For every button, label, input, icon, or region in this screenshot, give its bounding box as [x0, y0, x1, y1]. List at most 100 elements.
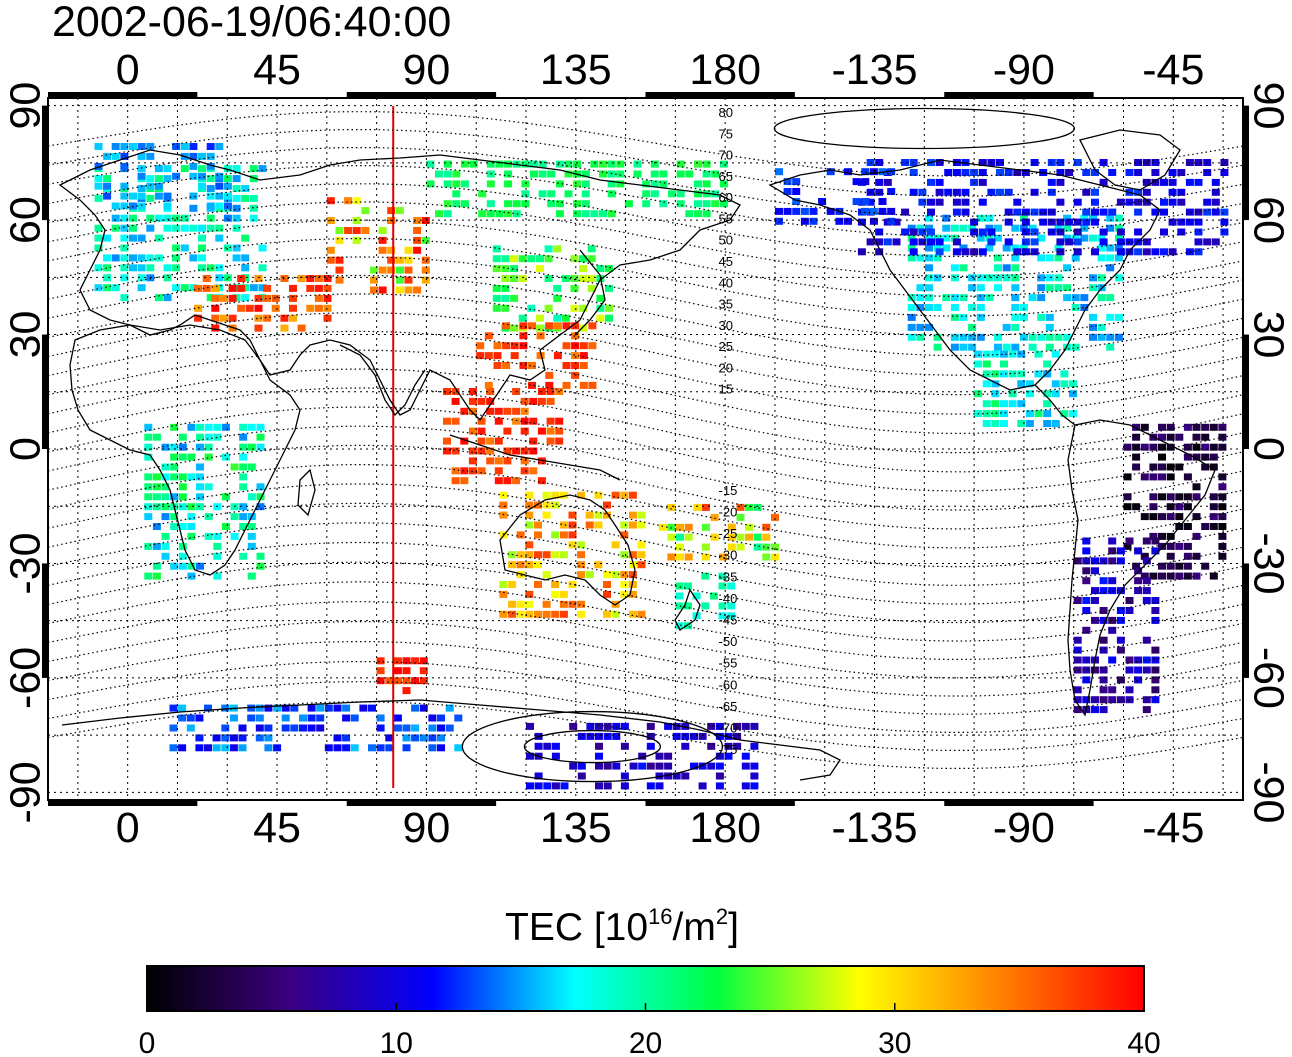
tec-pixel: [187, 513, 196, 521]
tec-pixel: [907, 333, 916, 341]
tec-pixel: [909, 228, 918, 236]
tec-pixel: [1073, 228, 1082, 236]
tec-pixel: [559, 590, 568, 598]
tec-pixel: [323, 284, 332, 292]
tec-pixel: [204, 433, 213, 441]
tec-pixel: [281, 724, 290, 732]
tec-pixel: [206, 143, 215, 150]
tec-pixel: [655, 782, 664, 790]
tec-pixel: [428, 744, 437, 752]
tec-pixel: [178, 744, 187, 752]
tec-pixel: [672, 732, 681, 740]
tec-pixel: [280, 324, 289, 332]
tec-pixel: [961, 169, 970, 176]
tec-pixel: [186, 724, 195, 732]
tec-pixel: [1166, 562, 1175, 570]
tec-pixel: [562, 381, 571, 389]
mag-lat-contour: [47, 641, 1244, 715]
mag-lat-contour: [47, 406, 1244, 492]
tec-pixel: [1082, 547, 1091, 555]
frame-bar: [42, 105, 48, 221]
tec-pixel: [952, 238, 961, 246]
tec-pixel: [169, 724, 178, 732]
mag-lat-contour: [47, 502, 1244, 586]
tec-pixel: [961, 188, 970, 196]
tec-pixel: [212, 744, 221, 752]
frame-bar: [48, 92, 198, 98]
tec-pixel: [952, 198, 961, 206]
tec-pixel: [1069, 410, 1078, 418]
tec-pixel: [925, 294, 933, 302]
tec-pixel: [324, 704, 333, 712]
tec-pixel: [263, 314, 272, 322]
tec-pixel: [163, 294, 172, 302]
tec-pixel: [460, 437, 469, 445]
tec-pixel: [195, 744, 204, 752]
tec-pixel: [927, 198, 935, 206]
tec-pixel: [664, 722, 673, 730]
lat-tick-label-left: -60: [1, 647, 49, 709]
tec-pixel: [215, 172, 224, 180]
tec-pixel: [542, 491, 551, 499]
tec-pixel: [426, 160, 435, 168]
tec-pixel: [681, 772, 690, 780]
tec-pixel: [709, 592, 718, 600]
tec-pixel: [1008, 390, 1017, 398]
tec-pixel: [368, 744, 376, 752]
tec-pixel: [783, 207, 792, 215]
tec-pixel: [180, 284, 189, 292]
tec-pixel: [1008, 350, 1017, 358]
tec-pixel: [258, 165, 267, 173]
tec-pixel: [547, 170, 556, 178]
tec-pixel: [103, 284, 112, 292]
tec-pixel: [378, 246, 387, 254]
tec-pixel: [1019, 304, 1028, 311]
mag-lat-contour: [47, 201, 1244, 277]
tec-pixel: [542, 600, 551, 608]
tec-pixel: [909, 169, 918, 176]
tec-pixel: [1201, 433, 1210, 441]
tec-pixel: [264, 744, 273, 752]
tec-pixel: [1125, 597, 1134, 604]
tec-pixel: [684, 523, 693, 531]
tec-pixel: [326, 197, 335, 205]
tec-pixel: [411, 704, 420, 712]
tec-pixel: [594, 491, 603, 499]
tec-pixel: [1132, 453, 1141, 461]
tec-pixel: [525, 511, 534, 519]
tec-pixel: [213, 423, 222, 431]
tec-pixel: [1211, 188, 1220, 196]
tec-pixel: [1002, 244, 1011, 252]
tec-pixel: [970, 248, 979, 256]
tec-pixel: [942, 244, 951, 252]
tec-pixel: [887, 217, 896, 225]
tec-pixel: [599, 170, 607, 178]
tec-pixel: [477, 437, 486, 445]
tec-pixel: [1034, 410, 1043, 418]
tec-pixel: [94, 175, 103, 183]
tec-pixel: [452, 200, 461, 208]
tec-pixel: [445, 724, 454, 732]
tec-pixel: [1108, 169, 1117, 176]
tec-pixel: [1099, 706, 1108, 714]
tec-pixel: [1030, 228, 1039, 236]
tec-pixel: [137, 254, 146, 262]
tec-pixel: [991, 410, 1000, 418]
tec-pixel: [402, 657, 411, 665]
tec-pixel: [178, 523, 187, 530]
tec-pixel: [1125, 656, 1134, 664]
tec-pixel: [562, 362, 571, 369]
tec-pixel: [1073, 218, 1082, 226]
tec-pixel: [512, 210, 521, 218]
tec-pixel: [451, 397, 460, 405]
tec-pixel: [247, 532, 256, 540]
tec-pixel: [976, 214, 985, 222]
tec-pixel: [792, 188, 801, 195]
tec-pixel: [534, 772, 543, 780]
tec-pixel: [1151, 169, 1160, 176]
tec-pixel: [503, 407, 512, 415]
tec-pixel: [437, 714, 445, 722]
tec-pixel: [189, 143, 198, 150]
tec-pixel: [611, 571, 620, 579]
tec-pixel: [247, 443, 256, 451]
